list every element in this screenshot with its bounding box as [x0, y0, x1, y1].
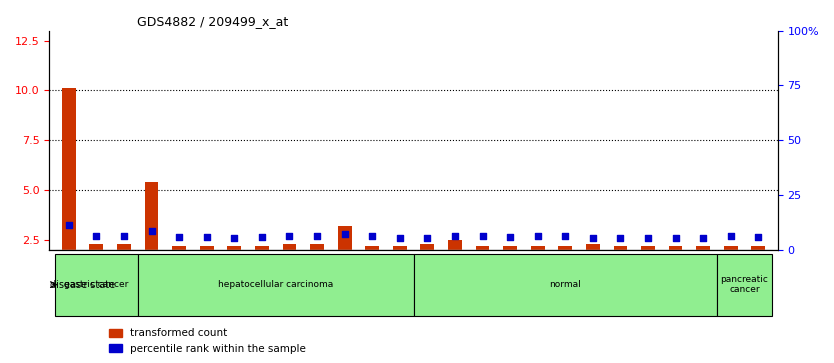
Bar — [551, 30, 579, 250]
Bar — [634, 30, 662, 250]
Point — [476, 233, 490, 238]
Point — [90, 233, 103, 239]
Bar — [717, 30, 745, 250]
Bar — [283, 244, 296, 290]
Point — [255, 234, 269, 240]
Bar — [365, 246, 379, 290]
Point — [283, 233, 296, 239]
Bar — [83, 30, 110, 250]
Point — [531, 233, 545, 239]
Bar — [751, 246, 766, 290]
Bar — [559, 246, 572, 290]
Bar — [606, 30, 634, 250]
Bar — [220, 30, 248, 250]
Bar — [276, 30, 304, 250]
Bar — [662, 30, 690, 250]
Point — [641, 235, 655, 241]
Point — [393, 235, 406, 241]
Legend: transformed count, percentile rank within the sample: transformed count, percentile rank withi… — [105, 324, 310, 358]
Point — [559, 233, 572, 239]
Point — [365, 233, 379, 239]
Bar — [386, 30, 414, 250]
Point — [724, 233, 737, 239]
Point — [200, 234, 214, 240]
Point — [586, 235, 600, 241]
Bar — [503, 246, 517, 290]
Point — [62, 222, 75, 228]
Bar — [669, 246, 682, 290]
Bar — [586, 244, 600, 290]
Bar — [117, 244, 131, 290]
Bar — [228, 246, 241, 290]
Text: GDS4882 / 209499_x_at: GDS4882 / 209499_x_at — [137, 15, 288, 28]
Bar — [338, 226, 351, 290]
Bar — [304, 30, 331, 250]
Bar — [55, 30, 83, 250]
Point — [173, 234, 186, 240]
Point — [118, 233, 131, 239]
Bar — [248, 30, 276, 250]
Bar — [138, 30, 165, 250]
Bar — [641, 246, 655, 290]
Point — [614, 235, 627, 241]
Bar — [441, 30, 469, 250]
FancyBboxPatch shape — [138, 254, 414, 315]
Bar — [49, 242, 777, 250]
Bar — [614, 246, 627, 290]
Bar — [359, 30, 386, 250]
Bar — [496, 30, 524, 250]
Bar — [696, 246, 710, 290]
Point — [420, 235, 434, 241]
Text: hepatocellular carcinoma: hepatocellular carcinoma — [218, 280, 334, 289]
Bar — [745, 30, 772, 250]
FancyBboxPatch shape — [414, 254, 717, 315]
Bar — [475, 246, 490, 290]
Bar — [393, 246, 407, 290]
Bar — [530, 246, 545, 290]
Bar — [420, 244, 435, 290]
Text: gastric cancer: gastric cancer — [64, 280, 128, 289]
Point — [669, 235, 682, 241]
Point — [751, 234, 765, 240]
Bar — [448, 240, 462, 290]
Point — [228, 234, 241, 240]
Bar — [193, 30, 220, 250]
Bar — [110, 30, 138, 250]
Bar — [469, 30, 496, 250]
Bar — [200, 246, 214, 290]
Bar — [172, 246, 186, 290]
Point — [338, 231, 351, 237]
Point — [310, 233, 324, 239]
Text: pancreatic
cancer: pancreatic cancer — [721, 275, 768, 294]
Bar — [89, 244, 103, 290]
Bar — [524, 30, 551, 250]
Point — [504, 234, 517, 240]
Text: normal: normal — [550, 280, 581, 289]
Bar — [331, 30, 359, 250]
Bar — [310, 244, 324, 290]
Bar — [144, 182, 158, 290]
Bar — [690, 30, 717, 250]
FancyBboxPatch shape — [717, 254, 772, 315]
FancyBboxPatch shape — [55, 254, 138, 315]
Text: disease state: disease state — [50, 280, 115, 290]
Point — [448, 233, 461, 239]
Point — [145, 228, 158, 234]
Bar — [579, 30, 606, 250]
Bar — [165, 30, 193, 250]
Bar — [724, 246, 737, 290]
Bar — [62, 89, 76, 290]
Bar — [414, 30, 441, 250]
Bar — [255, 246, 269, 290]
Point — [696, 235, 710, 241]
